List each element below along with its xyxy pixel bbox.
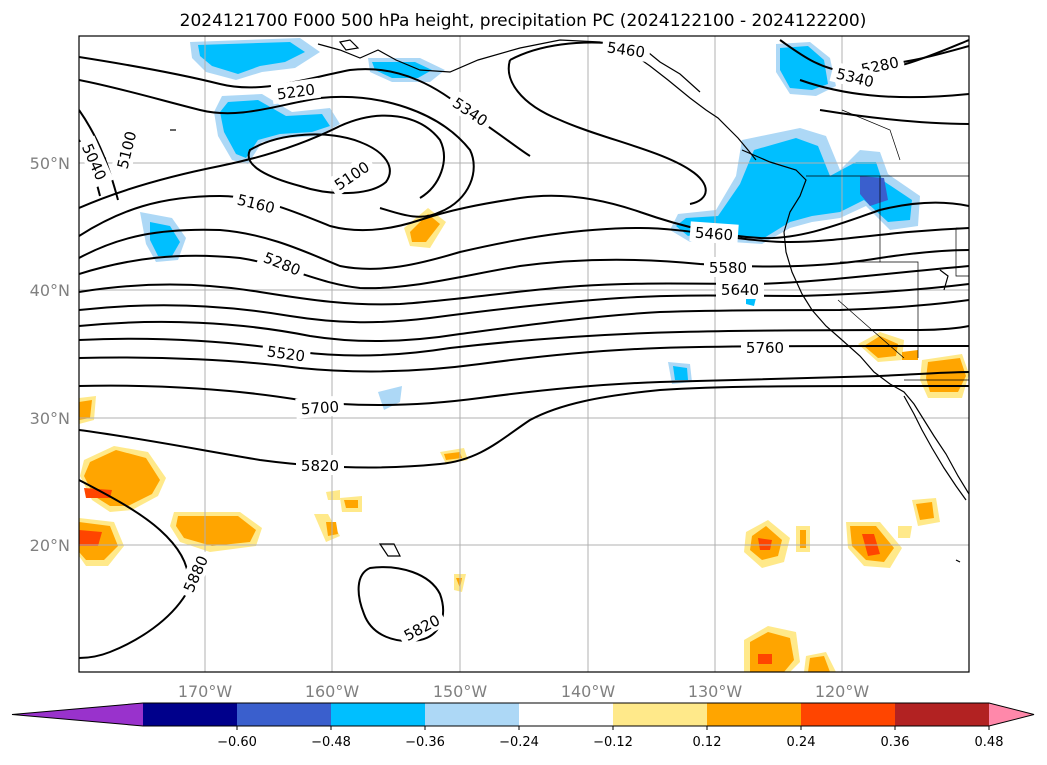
colorbar-tick-label: 0.36 <box>881 735 910 750</box>
colorbar-segment <box>237 703 332 726</box>
colorbar-tick-label: −0.48 <box>311 735 351 750</box>
colorbar-tick-label: −0.12 <box>593 735 633 750</box>
latitude-labels: 50°N 40°N 30°N 20°N <box>30 154 70 555</box>
coastlines <box>99 39 969 563</box>
lon-label: 160°W <box>305 682 360 701</box>
lon-label: 140°W <box>561 682 616 701</box>
map-area: 5460 5220 5340 5280 5340 5040 5100 5100 … <box>79 36 969 672</box>
contour-label: 5580 <box>709 259 747 277</box>
map-frame <box>78 35 970 673</box>
colorbar-tick-label: 0.12 <box>693 735 722 750</box>
colorbar-segment <box>801 703 896 726</box>
lat-label: 30°N <box>30 409 70 428</box>
lon-label: 150°W <box>433 682 488 701</box>
figure-title: 2024121700 F000 500 hPa height, precipit… <box>180 11 867 31</box>
borders <box>806 109 969 381</box>
contour-label: 5460 <box>606 38 646 61</box>
colorbar: −0.60 −0.48 −0.36 −0.24 −0.12 0.12 0.24 0.36 0.4… <box>11 702 1035 750</box>
contour-label: 5220 <box>276 80 316 103</box>
lat-label: 40°N <box>30 281 70 300</box>
colorbar-tick-label: 0.48 <box>975 735 1004 750</box>
colorbar-segment <box>519 703 614 726</box>
longitude-labels: 170°W 160°W 150°W 140°W 130°W 120°W <box>178 682 870 701</box>
height-contours <box>79 39 969 659</box>
contour-label: 5520 <box>266 342 306 365</box>
lon-label: 170°W <box>178 682 233 701</box>
colorbar-segment <box>425 703 520 726</box>
contour-label: 5820 <box>301 457 339 475</box>
precip-negative-anomalies <box>140 38 920 410</box>
colorbar-segment <box>331 703 426 726</box>
contour-label: 5700 <box>300 398 339 419</box>
colorbar-segment <box>895 703 990 726</box>
colorbar-segment <box>707 703 802 726</box>
lon-label: 120°W <box>815 682 870 701</box>
colorbar-tick-label: −0.36 <box>405 735 445 750</box>
lat-label: 20°N <box>30 536 70 555</box>
contour-label: 5640 <box>721 281 759 299</box>
colorbar-extend-low <box>12 703 143 726</box>
contour-label: 5760 <box>746 339 784 357</box>
colorbar-tick-label: −0.60 <box>217 735 257 750</box>
precip-positive-anomalies <box>79 208 969 672</box>
colorbar-segment <box>613 703 708 726</box>
lon-label: 130°W <box>688 682 743 701</box>
colorbar-tick-label: 0.24 <box>787 735 816 750</box>
colorbar-extend-high <box>989 703 1034 726</box>
colorbar-tick-label: −0.24 <box>499 735 539 750</box>
lat-label: 50°N <box>30 154 70 173</box>
colorbar-segment <box>143 703 238 726</box>
contour-label: 5460 <box>694 224 733 245</box>
